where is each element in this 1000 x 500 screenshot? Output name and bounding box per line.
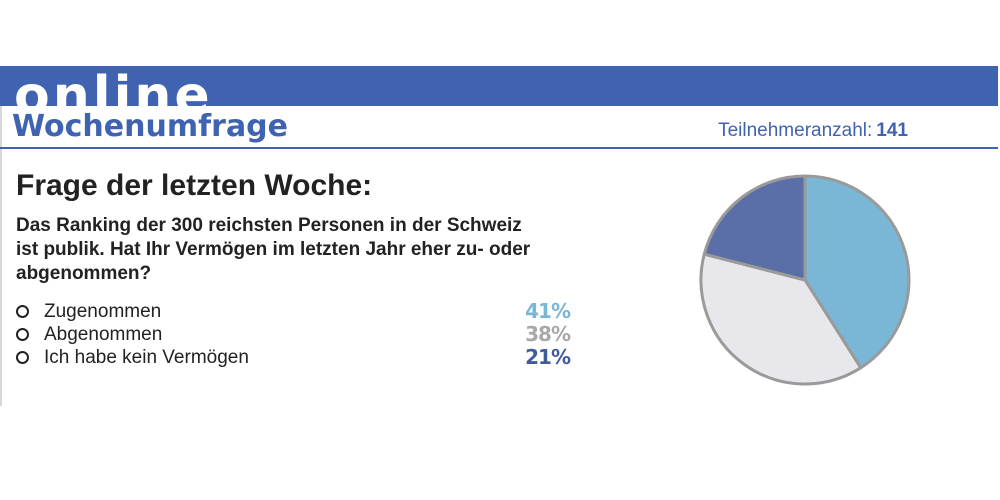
header-divider xyxy=(0,147,998,149)
poll-options: Zugenommen 41% Abgenommen 38% Ich habe k… xyxy=(16,300,576,369)
option-percent: 21% xyxy=(525,345,571,369)
radio-icon[interactable] xyxy=(16,351,29,364)
results-pie-chart xyxy=(699,174,911,386)
radio-icon[interactable] xyxy=(16,328,29,341)
option-label: Ich habe kein Vermögen xyxy=(44,347,249,368)
participants-label: Teilnehmeranzahl: xyxy=(718,120,873,141)
participants-count: 141 xyxy=(876,120,908,141)
option-label: Abgenommen xyxy=(44,324,163,345)
poll-option-abgenommen[interactable]: Abgenommen 38% xyxy=(16,323,576,346)
pie-slice-kein-vermoegen xyxy=(702,174,807,282)
survey-title: Wochenumfrage xyxy=(12,109,289,144)
poll-option-zugenommen[interactable]: Zugenommen 41% xyxy=(16,300,576,323)
pie-slice-abgenommen xyxy=(699,252,863,386)
banner-word: online xyxy=(14,66,213,106)
option-percent: 41% xyxy=(525,299,571,323)
radio-icon[interactable] xyxy=(16,305,29,318)
option-percent: 38% xyxy=(525,322,571,346)
option-label: Zugenommen xyxy=(44,301,162,322)
poll-option-kein-vermoegen[interactable]: Ich habe kein Vermögen 21% xyxy=(16,346,576,369)
online-banner: online xyxy=(0,66,998,106)
participants-info: Teilnehmeranzahl: 141 xyxy=(718,120,908,142)
header-row: Wochenumfrage Teilnehmeranzahl: 141 xyxy=(0,106,998,146)
question-heading: Frage der letzten Woche: xyxy=(16,169,373,202)
frame-left-edge xyxy=(0,66,2,406)
question-text: Das Ranking der 300 reichsten Personen i… xyxy=(16,215,531,284)
